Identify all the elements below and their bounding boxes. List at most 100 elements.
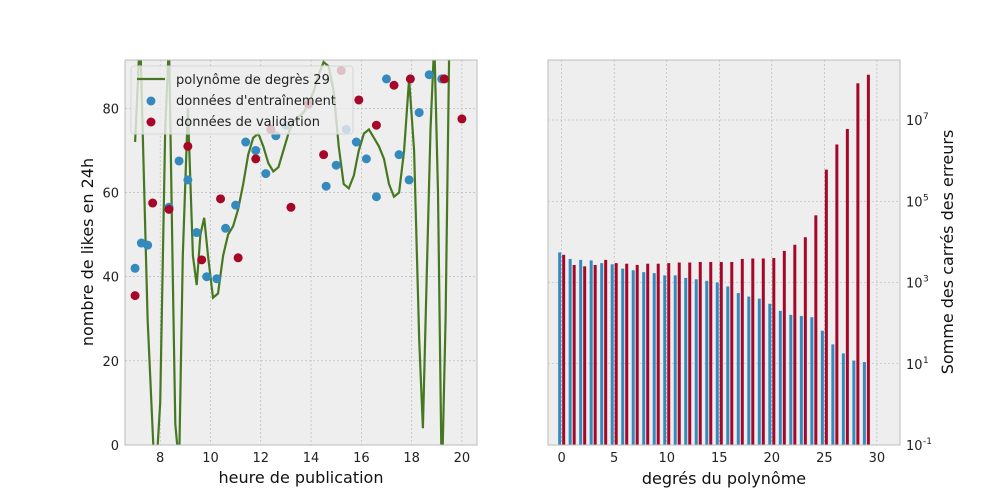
validation-point [164, 204, 174, 214]
validation-error-bar [667, 263, 671, 445]
train-error-bar [852, 360, 856, 445]
training-point [212, 274, 222, 284]
right-y-tick-exponent: 3 [923, 275, 929, 285]
train-error-bar [778, 310, 782, 445]
validation-point [183, 141, 193, 151]
validation-point [197, 255, 207, 265]
right-xlabel: degrés du polynôme [642, 469, 806, 488]
right-x-tick-label: 0 [558, 451, 566, 466]
train-error-bar [862, 362, 866, 445]
validation-error-bar [646, 263, 650, 445]
right-y-tick-label: 10 [906, 439, 923, 454]
validation-error-bar [730, 261, 734, 445]
right-y-tick-label: 10 [906, 195, 923, 210]
right-y-tick-label: 10 [906, 277, 923, 292]
training-point [231, 200, 241, 210]
right-y-tick-label: 10 [906, 358, 923, 373]
train-error-bar [726, 286, 730, 445]
right-x-tick-label: 10 [658, 451, 675, 466]
left-legend: polynôme de degrès 29 données d'entraîne… [130, 65, 354, 135]
validation-point [216, 194, 226, 204]
training-point [404, 175, 414, 185]
train-error-bar [757, 298, 761, 445]
train-error-bar [820, 330, 824, 445]
training-point [381, 74, 391, 84]
train-error-bar [684, 277, 688, 445]
training-point [361, 154, 371, 164]
legend-validation-label: données de validation [176, 115, 320, 130]
right-y-tick-label: 10 [906, 114, 923, 129]
left-chart: 8 10 12 14 16 18 20 0 20 40 60 80 polynôme de degrè… [78, 59, 478, 487]
validation-point [148, 198, 158, 208]
training-point [394, 150, 404, 160]
right-y-tick-exponent: 5 [923, 193, 929, 203]
train-error-bar [694, 279, 698, 445]
left-x-tick-label: 10 [202, 451, 219, 466]
train-error-bar [631, 270, 635, 445]
validation-error-bar [740, 258, 744, 445]
training-point [351, 137, 361, 147]
train-error-bar [642, 272, 646, 445]
training-point [321, 181, 331, 191]
legend-train-label: données d'entraînement [176, 94, 336, 109]
validation-error-bar [782, 250, 786, 445]
right-y-tick-exponent: 1 [923, 356, 929, 366]
validation-error-bar [635, 264, 639, 445]
left-y-tick-label: 0 [111, 439, 119, 454]
validation-error-bar [814, 215, 818, 445]
train-error-bar [799, 315, 803, 445]
train-error-bar [705, 280, 709, 445]
training-point [331, 160, 341, 170]
validation-error-bar [866, 74, 870, 446]
validation-error-bar [719, 261, 723, 445]
train-error-bar [600, 263, 604, 445]
legend-validation-swatch [146, 117, 156, 127]
training-point [241, 137, 251, 147]
left-y-tick-label: 20 [102, 355, 119, 370]
left-tick-labels: 8 10 12 14 16 18 20 0 20 40 60 80 [102, 102, 470, 466]
validation-error-bar [772, 258, 776, 445]
train-error-bar [810, 317, 814, 445]
validation-point [389, 80, 399, 90]
validation-error-bar [751, 258, 755, 445]
validation-point [130, 291, 140, 301]
validation-error-bar [698, 261, 702, 445]
train-error-bar [610, 264, 614, 445]
left-xlabel: heure de publication [219, 468, 384, 487]
left-y-tick-label: 80 [102, 102, 119, 117]
train-error-bar [673, 275, 677, 445]
validation-error-bar [803, 237, 807, 445]
validation-error-bar [614, 263, 618, 445]
train-error-bar [652, 273, 656, 445]
error-bars [558, 74, 870, 446]
legend-train-swatch [146, 96, 156, 106]
left-plot-frame [124, 59, 478, 446]
right-ylabel: Somme des carrés des erreurs [938, 130, 957, 375]
validation-error-bar [583, 266, 587, 445]
left-x-tick-label: 12 [252, 451, 269, 466]
left-x-tick-label: 20 [454, 451, 471, 466]
validation-point [405, 74, 415, 84]
training-point [261, 169, 271, 179]
training-point [174, 156, 184, 166]
validation-point [251, 154, 261, 164]
train-error-bar [568, 258, 572, 445]
legend-box [130, 65, 354, 135]
training-point [251, 145, 261, 155]
train-error-bar [747, 296, 751, 445]
train-error-bar [841, 353, 845, 445]
validation-point [371, 120, 381, 130]
right-x-tick-label: 5 [610, 451, 618, 466]
right-x-tick-label: 20 [764, 451, 781, 466]
right-grid [548, 60, 900, 445]
validation-error-bar [625, 263, 629, 445]
validation-point [286, 202, 296, 212]
left-x-tick-label: 16 [353, 451, 370, 466]
right-y-tick-exponent: 7 [923, 112, 929, 122]
validation-point [319, 150, 329, 160]
validation-point [354, 95, 364, 105]
right-plot-frame [547, 59, 901, 446]
